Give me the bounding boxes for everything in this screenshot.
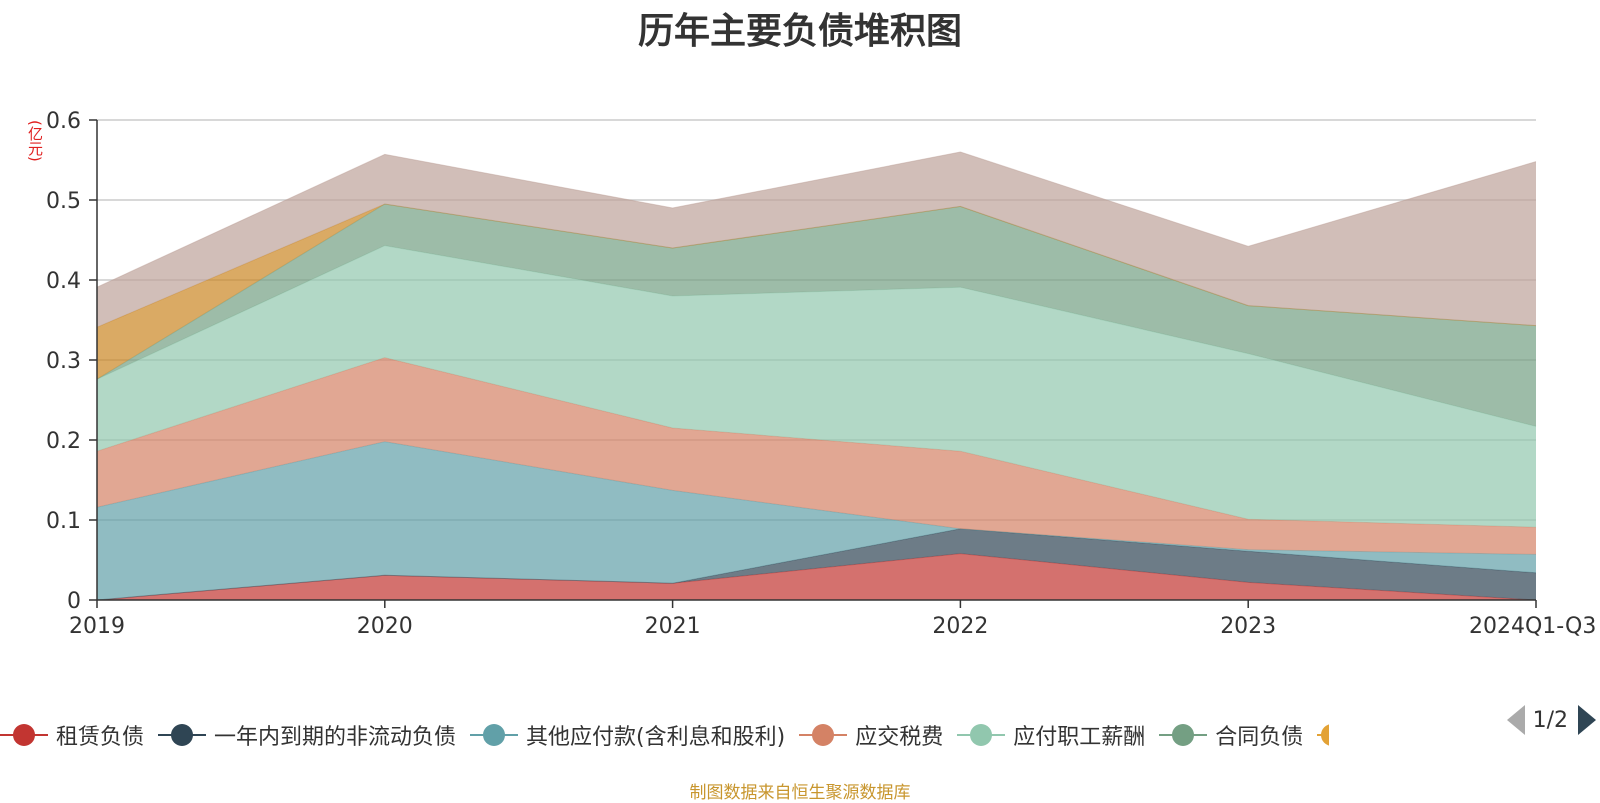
legend-marker <box>470 723 519 747</box>
legend-item[interactable]: 一年内到期的非流动负债 <box>158 719 456 751</box>
legend-next-page-button[interactable] <box>1578 705 1596 735</box>
y-axis-unit-label: (亿元) <box>26 120 44 162</box>
series-area-1 <box>97 528 1536 600</box>
series-area-5 <box>97 204 1536 427</box>
series-area-0 <box>97 553 1536 600</box>
legend-label: 合同负债 <box>1215 725 1304 750</box>
legend-marker <box>1159 723 1208 747</box>
series-area-3 <box>97 357 1536 555</box>
x-tick-label: 2020 <box>357 614 413 639</box>
stacked-areas <box>96 151 1537 601</box>
legend-marker <box>957 723 1006 747</box>
tick-labels: 0 0.1 0.2 0.3 0.4 0.5 0.6 2019 2020 2021 2022 2023 2… <box>46 109 1596 639</box>
y-tick-label: 0 <box>67 589 81 614</box>
chart-plot: 0 0.1 0.2 0.3 0.4 0.5 0.6 2019 2020 2021 2022 2023 2… <box>46 109 1596 639</box>
chart-title: 历年主要负债堆积图 <box>637 11 962 52</box>
y-tick-label: 0.1 <box>46 509 81 534</box>
legend: 租赁负债 一年内到期的非流动负债 其他应付款(含利息和股利) 应交税费 应付职工薪酬 合同… <box>0 718 1600 752</box>
axes <box>89 119 1537 608</box>
legend-label: 租赁负债 <box>56 725 145 750</box>
legend-item-partial[interactable] <box>1317 723 1330 747</box>
y-tick-label: 0.5 <box>46 189 81 214</box>
series-area-7 <box>97 152 1536 328</box>
legend-marker <box>799 723 848 747</box>
legend-item[interactable]: 应付职工薪酬 <box>957 719 1145 751</box>
x-tick-label: 2023 <box>1220 614 1276 639</box>
legend-label: 应付职工薪酬 <box>1013 725 1146 750</box>
x-tick-label: 2021 <box>645 614 701 639</box>
y-tick-label: 0.3 <box>46 349 81 374</box>
legend-prev-page-button[interactable] <box>1506 705 1525 735</box>
legend-marker <box>0 723 48 747</box>
legend-item[interactable]: 应交税费 <box>799 719 943 751</box>
x-tick-label: 2019 <box>69 614 125 639</box>
x-tick-label: 2022 <box>932 614 988 639</box>
legend-label: 应交税费 <box>855 725 944 750</box>
series-area-4 <box>97 245 1536 528</box>
legend-label: 其他应付款(含利息和股利) <box>526 725 786 750</box>
series-area-2 <box>97 441 1536 600</box>
series-line-7 <box>96 151 1537 288</box>
legend-pager: 1/2 <box>1506 704 1600 736</box>
legend-item[interactable]: 租赁负债 <box>0 719 144 751</box>
legend-item[interactable]: 其他应付款(含利息和股利) <box>470 719 785 751</box>
legend-marker <box>158 723 207 747</box>
legend-label: 一年内到期的非流动负债 <box>214 725 457 750</box>
y-tick-label: 0.4 <box>46 269 81 294</box>
legend-item[interactable]: 合同负债 <box>1159 719 1303 751</box>
x-tick-label: 2024Q1-Q3 <box>1469 614 1596 639</box>
source-note: 制图数据来自恒生聚源数据库 <box>689 783 911 803</box>
y-tick-label: 0.2 <box>46 429 81 454</box>
legend-page-indicator: 1/2 <box>1532 707 1568 733</box>
y-tick-label: 0.6 <box>46 109 81 134</box>
